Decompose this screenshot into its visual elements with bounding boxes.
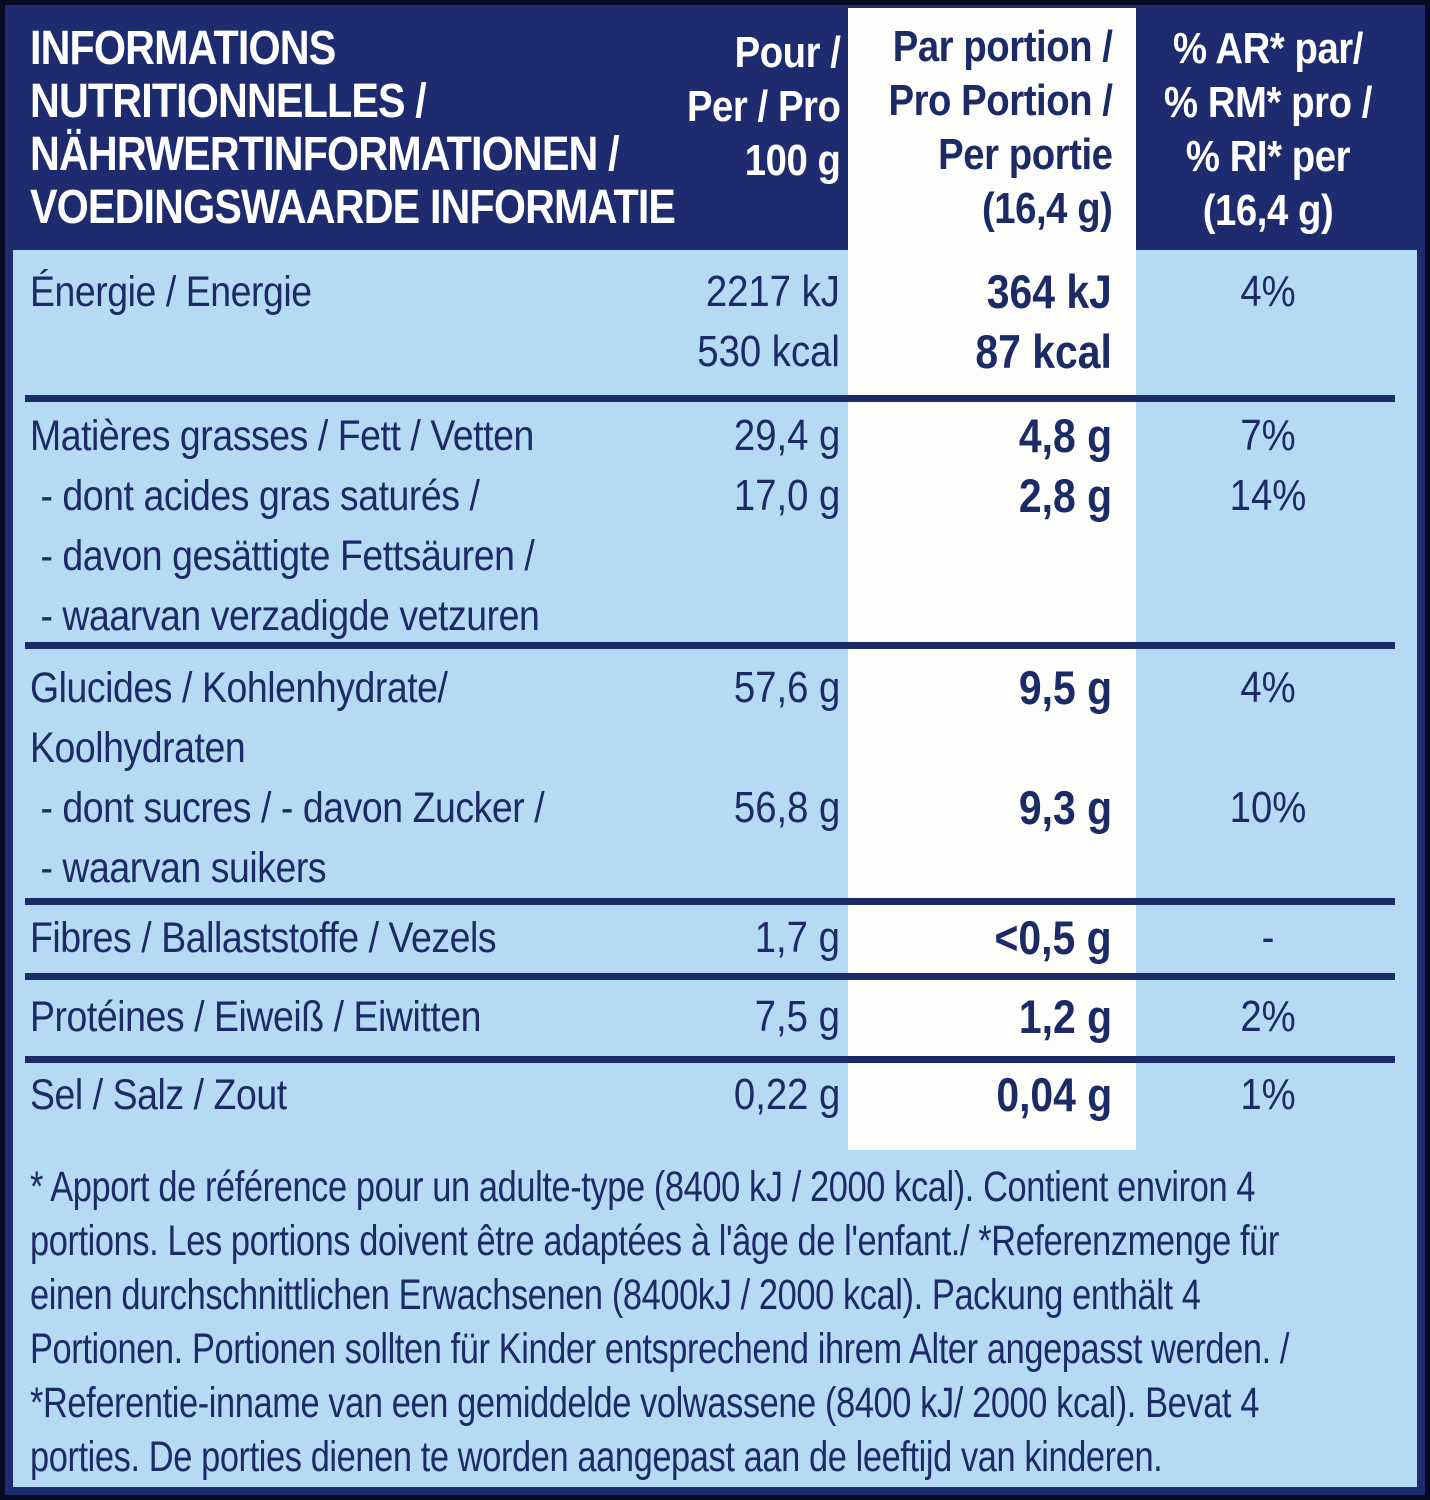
row-separator — [25, 973, 1395, 980]
salt-ri-value: 1% — [1151, 1065, 1386, 1125]
footnote-line: einen durchschnittlichen Erwachsenen (84… — [30, 1271, 1201, 1319]
row-label-line: Matières grasses / Fett / Vetten — [30, 412, 534, 460]
header-line: % RI* per — [1185, 132, 1351, 181]
carbs-per100-value: 57,6 g 56,8 g — [734, 658, 840, 838]
value-line: 17,0 g — [733, 471, 840, 520]
protein-per100-value: 7,5 g — [755, 987, 840, 1047]
value-line: 1,2 g — [1018, 990, 1112, 1043]
salt-per100-value: 0,22 g — [734, 1065, 840, 1125]
footnote-line: portions. Les portions doivent être adap… — [30, 1217, 1279, 1265]
protein-ri-value: 2% — [1151, 987, 1386, 1047]
value-line: 9,5 g — [1018, 661, 1112, 714]
fat-row-label: Matières grasses / Fett / Vetten - dont … — [30, 406, 540, 646]
value-line: 4% — [1240, 663, 1296, 712]
footnote-line: *Referentie-inname van een gemiddelde vo… — [30, 1379, 1259, 1427]
energy-portion-value: 364 kJ 87 kcal — [976, 262, 1112, 382]
row-sublabel-line: - dont acides gras saturés / — [40, 472, 480, 520]
carbs-row-label: Glucides / Kohlenhydrate/ Koolhydraten -… — [30, 658, 545, 898]
value-line: 10% — [1229, 783, 1307, 832]
row-separator — [25, 395, 1395, 402]
energy-row-label: Énergie / Energie — [30, 262, 312, 322]
row-label-line: Protéines / Eiweiß / Eiwitten — [30, 993, 482, 1041]
header-line: (16,4 g) — [1202, 186, 1334, 235]
row-sublabel-line: - waarvan suikers — [40, 844, 327, 892]
header-line: Pour / — [734, 28, 840, 77]
header-line: 100 g — [744, 136, 840, 185]
header-line: Per portie — [937, 130, 1113, 179]
title-line: INFORMATIONS — [30, 22, 336, 75]
value-line: 2,8 g — [1018, 469, 1112, 522]
value-line — [1151, 718, 1386, 778]
energy-ri-value: 4% — [1151, 262, 1386, 322]
value-line: 56,8 g — [733, 783, 840, 832]
value-line: 2217 kJ — [705, 267, 840, 316]
header-line: % RM* pro / — [1164, 78, 1372, 127]
row-label-line: Fibres / Ballaststoffe / Vezels — [30, 914, 497, 962]
value-line: 14% — [1229, 471, 1307, 520]
fat-per100-value: 29,4 g 17,0 g — [734, 406, 840, 526]
carbs-ri-value: 4% 10% — [1151, 658, 1386, 838]
row-label-line: Koolhydraten — [30, 724, 246, 772]
value-line: 57,6 g — [733, 663, 840, 712]
value-line — [1019, 718, 1112, 778]
row-sublabel-line: - waarvan verzadigde vetzuren — [40, 592, 540, 640]
value-line: 7% — [1240, 411, 1296, 460]
fibre-per100-value: 1,7 g — [755, 908, 840, 968]
salt-row-label: Sel / Salz / Zout — [30, 1065, 287, 1125]
column-header-reference-intake: % AR* par/ % RM* pro / % RI* per (16,4 g… — [1151, 22, 1386, 238]
salt-portion-value: 0,04 g — [996, 1065, 1112, 1125]
value-line: 2% — [1240, 992, 1296, 1041]
value-line: 0,04 g — [996, 1068, 1112, 1121]
reference-intake-footnote: * Apport de référence pour un adulte-typ… — [30, 1160, 1289, 1484]
carbs-portion-value: 9,5 g 9,3 g — [1019, 658, 1112, 838]
value-line: <0,5 g — [994, 911, 1112, 964]
value-line: 7,5 g — [754, 992, 840, 1041]
row-separator — [25, 1056, 1395, 1063]
value-line: 1,7 g — [754, 913, 840, 962]
fat-ri-value: 7% 14% — [1151, 406, 1386, 526]
table-body-background — [13, 250, 1417, 1487]
protein-row-label: Protéines / Eiweiß / Eiwitten — [30, 987, 481, 1047]
value-line: 364 kJ — [986, 265, 1112, 318]
table-title: INFORMATIONS NUTRITIONNELLES / NÄHRWERTI… — [30, 22, 676, 234]
value-line: 0,22 g — [733, 1070, 840, 1119]
value-line: 4% — [1240, 267, 1296, 316]
title-line: NUTRITIONNELLES / — [30, 75, 427, 128]
column-header-per-portion: Par portion / Pro Portion / Per portie (… — [888, 20, 1112, 236]
row-separator — [25, 898, 1395, 905]
fibre-ri-value: - — [1151, 908, 1386, 968]
value-line: 9,3 g — [1018, 781, 1112, 834]
energy-per100-value: 2217 kJ 530 kcal — [697, 262, 840, 382]
header-line: Pro Portion / — [887, 76, 1112, 125]
footnote-line: * Apport de référence pour un adulte-typ… — [30, 1163, 1256, 1211]
header-line: % AR* par/ — [1173, 24, 1363, 73]
row-label-line: Glucides / Kohlenhydrate/ — [30, 664, 448, 712]
value-line — [734, 718, 840, 778]
row-sublabel-line: - dont sucres / - davon Zucker / — [40, 784, 545, 832]
fibre-portion-value: <0,5 g — [995, 908, 1112, 968]
row-sublabel-line: - davon gesättigte Fettsäuren / — [40, 532, 535, 580]
title-line: NÄHRWERTINFORMATIONEN / — [30, 128, 620, 181]
value-line: 29,4 g — [733, 411, 840, 460]
value-line: 530 kcal — [697, 327, 840, 376]
header-line: Per / Pro — [686, 82, 840, 131]
per-portion-highlight-band — [848, 8, 1136, 1150]
protein-portion-value: 1,2 g — [1019, 987, 1112, 1047]
header-line: Par portion / — [892, 22, 1112, 71]
fibre-row-label: Fibres / Ballaststoffe / Vezels — [30, 908, 497, 968]
value-line: 1% — [1240, 1070, 1296, 1119]
fat-portion-value: 4,8 g 2,8 g — [1019, 406, 1112, 526]
row-label-line: Sel / Salz / Zout — [30, 1071, 287, 1119]
value-line: - — [1261, 913, 1275, 962]
column-header-per-100g: Pour / Per / Pro 100 g — [686, 26, 840, 188]
value-line: 4,8 g — [1018, 409, 1112, 462]
footnote-line: Portionen. Portionen sollten für Kinder … — [30, 1325, 1290, 1373]
header-line: (16,4 g) — [981, 184, 1112, 233]
row-label-line: Énergie / Energie — [30, 268, 312, 316]
footnote-line: porties. De porties dienen te worden aan… — [30, 1433, 1163, 1481]
title-line: VOEDINGSWAARDE INFORMATIE — [30, 181, 676, 234]
row-separator — [25, 642, 1395, 649]
value-line: 87 kcal — [975, 325, 1112, 378]
